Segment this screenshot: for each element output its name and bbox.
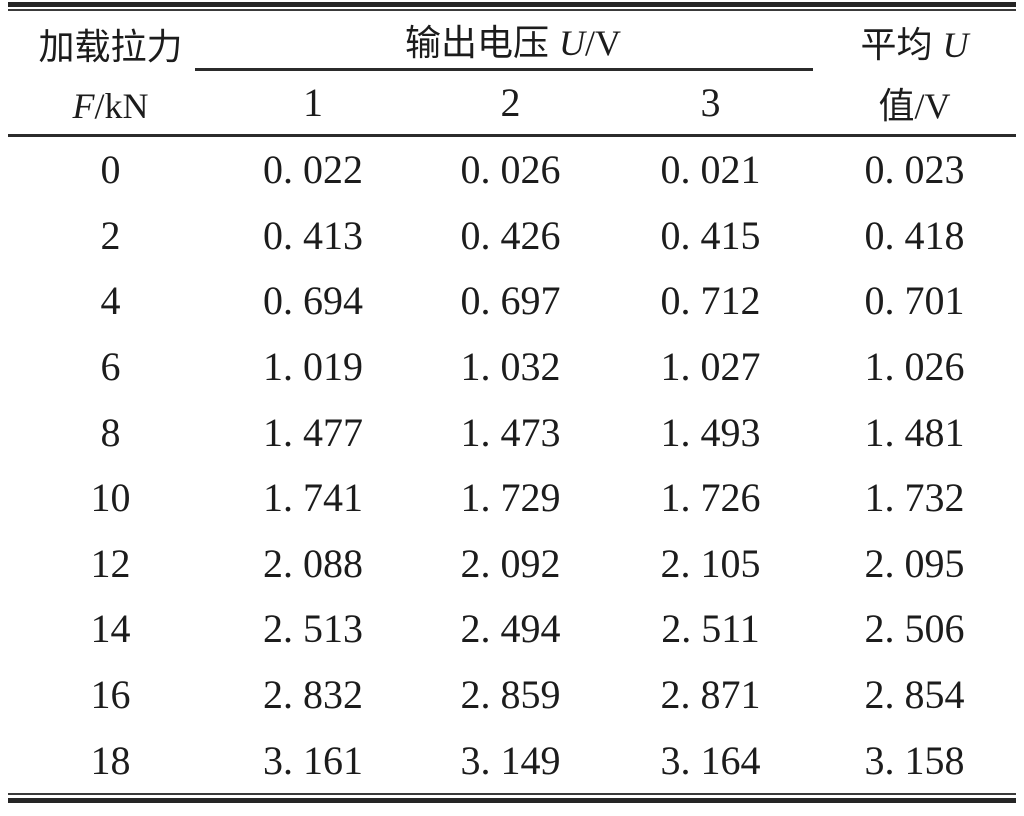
- cell-average: 1. 481: [864, 409, 965, 455]
- cell-voltage-3: 1. 493: [660, 409, 761, 455]
- cell-voltage-2: 1. 729: [460, 475, 561, 521]
- table-top-rule-thin: [8, 9, 1016, 11]
- cell-force: 8: [100, 409, 121, 455]
- cell-force: 0: [100, 147, 121, 193]
- cell-voltage-2: 2. 092: [460, 540, 561, 586]
- table-body: 0 0. 022 0. 026 0. 021 0. 023 2 0. 413 0. 426 0.…: [8, 137, 1016, 793]
- cell-voltage-3: 3. 164: [660, 737, 761, 783]
- table-top-rule-thick: [8, 2, 1016, 7]
- cell-voltage-3: 0. 021: [660, 147, 761, 193]
- cell-force: 16: [90, 672, 131, 718]
- table-row: 16 2. 832 2. 859 2. 871 2. 854: [8, 662, 1016, 728]
- cell-force: 4: [100, 278, 121, 324]
- cell-average: 1. 732: [864, 475, 965, 521]
- table-row: 8 1. 477 1. 473 1. 493 1. 481: [8, 399, 1016, 465]
- cell-force: 18: [90, 737, 131, 783]
- cell-voltage-1: 0. 694: [263, 278, 363, 324]
- cell-voltage-1: 2. 513: [263, 606, 363, 652]
- cell-average: 2. 506: [864, 606, 965, 652]
- cell-voltage-2: 2. 494: [460, 606, 561, 652]
- cell-average: 0. 701: [864, 278, 965, 324]
- table-bottom-rule-thick: [8, 797, 1016, 803]
- table-row: 4 0. 694 0. 697 0. 712 0. 701: [8, 268, 1016, 334]
- cell-force: 6: [100, 344, 121, 390]
- table-row: 14 2. 513 2. 494 2. 511 2. 506: [8, 596, 1016, 662]
- header-voltage-label: 输出电压: [404, 22, 549, 63]
- cell-voltage-2: 1. 473: [460, 409, 561, 455]
- cell-average: 0. 418: [864, 212, 965, 258]
- cell-voltage-2: 1. 032: [460, 344, 561, 390]
- cell-force: 14: [90, 606, 131, 652]
- cell-average: 2. 095: [864, 540, 965, 586]
- header-average-label: 平均 U: [860, 24, 969, 65]
- cell-voltage-2: 2. 859: [460, 672, 561, 718]
- cell-voltage-3: 2. 511: [661, 606, 760, 652]
- cell-voltage-1: 0. 022: [263, 147, 363, 193]
- header-average-column: 平均 U 值/V: [813, 11, 1016, 134]
- table-row: 0 0. 022 0. 026 0. 021 0. 023: [8, 137, 1016, 203]
- cell-force: 12: [90, 540, 131, 586]
- header-trial-2: 2: [500, 80, 521, 125]
- cell-voltage-3: 1. 726: [660, 475, 761, 521]
- cell-force: 10: [90, 475, 131, 521]
- header-average-unit: 值/V: [878, 86, 951, 127]
- cell-voltage-2: 3. 149: [460, 737, 561, 783]
- cell-voltage-3: 2. 105: [660, 540, 761, 586]
- cell-voltage-2: 0. 426: [460, 212, 561, 258]
- cell-average: 3. 158: [864, 737, 965, 783]
- cell-force: 2: [100, 212, 121, 258]
- cell-voltage-1: 1. 019: [263, 344, 363, 390]
- cell-voltage-3: 0. 712: [660, 278, 761, 324]
- cell-voltage-1: 3. 161: [263, 737, 363, 783]
- header-separator-rule: [8, 134, 1016, 137]
- cell-voltage-1: 2. 832: [263, 672, 363, 718]
- table-row: 2 0. 413 0. 426 0. 415 0. 418: [8, 203, 1016, 269]
- cell-voltage-2: 0. 026: [460, 147, 561, 193]
- table-row: 18 3. 161 3. 149 3. 164 3. 158: [8, 727, 1016, 793]
- cell-voltage-1: 1. 741: [263, 475, 363, 521]
- table-row: 10 1. 741 1. 729 1. 726 1. 732: [8, 465, 1016, 531]
- table-bottom-rule-thin: [8, 792, 1016, 795]
- cell-voltage-1: 2. 088: [263, 540, 363, 586]
- cell-average: 0. 023: [864, 147, 965, 193]
- cell-average: 2. 854: [864, 672, 965, 718]
- header-trial-1: 1: [303, 80, 323, 125]
- header-force-unit: F/kN: [72, 85, 149, 126]
- cell-voltage-1: 1. 477: [263, 409, 363, 455]
- header-trial-3: 3: [700, 80, 721, 125]
- cell-voltage-3: 2. 871: [660, 672, 761, 718]
- cell-voltage-2: 0. 697: [460, 278, 561, 324]
- header-force-column: 加载拉力 F/kN: [8, 11, 213, 134]
- table-row: 6 1. 019 1. 032 1. 027 1. 026: [8, 334, 1016, 400]
- table-header: 加载拉力 F/kN 输出电压 U/V 1 2 3 平均 U 值/V: [8, 11, 1016, 134]
- header-voltage-group: 输出电压 U/V: [404, 22, 621, 63]
- header-force-label: 加载拉力: [38, 27, 183, 68]
- cell-voltage-1: 0. 413: [263, 212, 363, 258]
- cell-average: 1. 026: [864, 344, 965, 390]
- table-row: 12 2. 088 2. 092 2. 105 2. 095: [8, 531, 1016, 597]
- paper-table: 加载拉力 F/kN 输出电压 U/V 1 2 3 平均 U 值/V 0 0. 022 0…: [8, 0, 1016, 803]
- voltage-group-underline: [195, 68, 813, 71]
- cell-voltage-3: 0. 415: [660, 212, 761, 258]
- cell-voltage-3: 1. 027: [660, 344, 761, 390]
